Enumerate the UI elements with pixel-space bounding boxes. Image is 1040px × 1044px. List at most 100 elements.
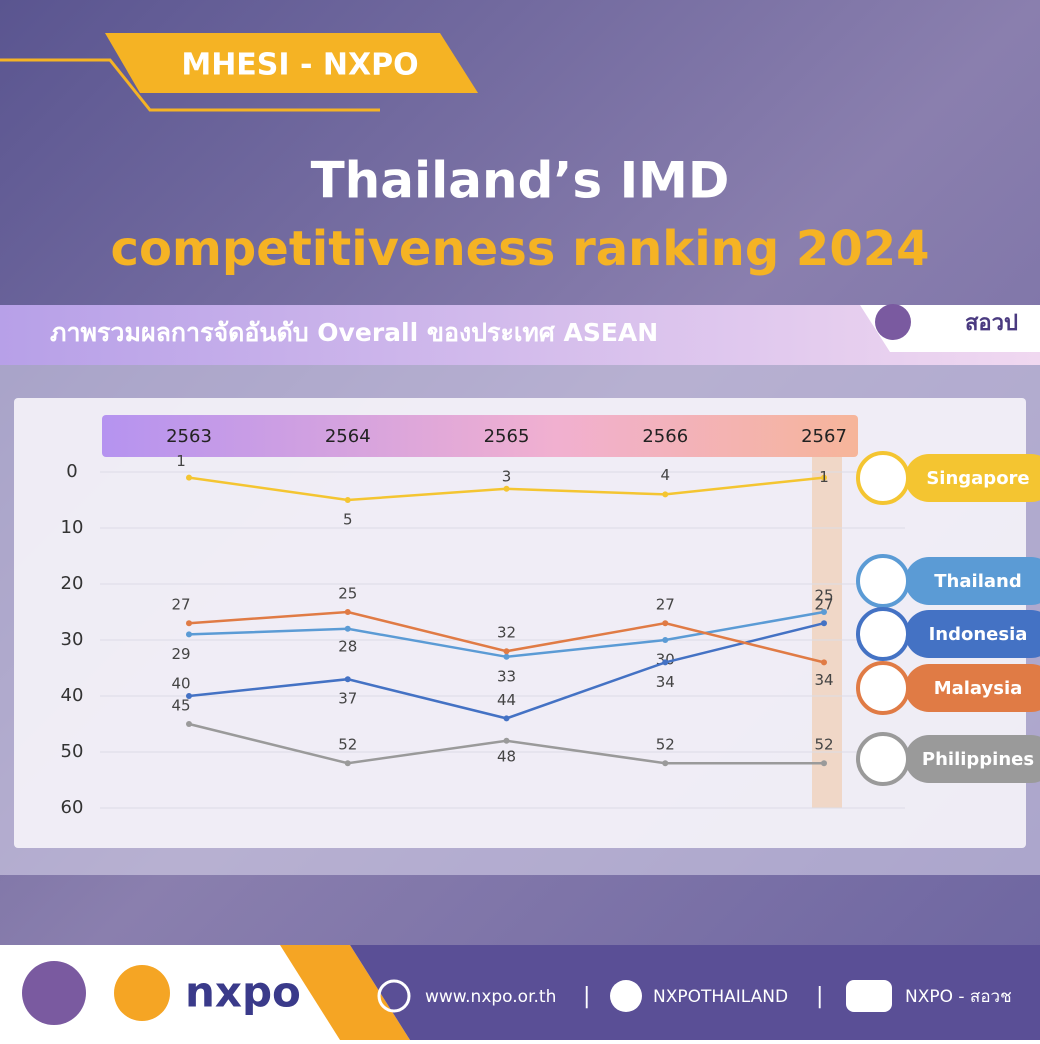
legend-pill	[905, 610, 1040, 658]
point	[186, 474, 192, 481]
value-label: 45	[171, 697, 190, 715]
point	[821, 474, 827, 481]
logo-emblem	[875, 304, 911, 340]
value-label: 48	[497, 747, 516, 765]
point	[503, 715, 510, 722]
title: Thailand’s IMD	[311, 152, 730, 210]
value-label: 29	[171, 645, 190, 663]
value-label: 33	[497, 667, 516, 685]
legend-flag	[856, 732, 910, 786]
x-tick-label: 2564	[325, 426, 371, 447]
point	[344, 760, 351, 767]
value-label: 5	[343, 511, 353, 529]
youtube[interactable]: NXPO - สอวช	[905, 987, 1012, 1007]
point	[662, 637, 669, 643]
point	[503, 653, 510, 660]
globe-icon	[377, 979, 411, 1013]
point	[821, 760, 827, 767]
tag: MHESI - NXPO	[181, 48, 418, 83]
value-label: 52	[656, 736, 675, 754]
footer-logo-mark	[114, 965, 170, 1021]
footer-band	[350, 945, 1040, 1040]
legend-flag	[856, 607, 910, 661]
legend-flag	[856, 554, 910, 608]
point	[662, 620, 669, 627]
y-tick-label: 50	[61, 741, 84, 762]
separator: |	[816, 984, 823, 1009]
facebook-icon	[610, 980, 642, 1012]
value-label: 4	[660, 466, 670, 484]
value-label: 52	[814, 736, 833, 754]
point	[662, 659, 669, 666]
youtube-icon	[846, 980, 892, 1012]
footer-emblem	[22, 961, 86, 1025]
value-label: 28	[338, 637, 357, 655]
value-label: 27	[171, 596, 190, 614]
value-label: 52	[338, 736, 357, 754]
y-tick-label: 0	[66, 461, 77, 482]
point	[186, 721, 192, 727]
y-tick-label: 30	[61, 629, 84, 650]
point	[821, 659, 827, 666]
legend-flag	[856, 451, 910, 505]
legend-label: Thailand	[934, 571, 1021, 592]
point	[662, 491, 669, 498]
point	[186, 620, 192, 627]
point	[503, 648, 510, 655]
legend-pill	[905, 454, 1040, 502]
value-label: 27	[814, 596, 833, 614]
year-bar	[102, 415, 858, 457]
y-tick-label: 40	[61, 685, 84, 706]
value-label: 3	[502, 467, 512, 485]
value-label: 34	[814, 671, 833, 689]
separator: |	[583, 984, 590, 1009]
footer-brand: nxpo	[185, 968, 301, 1017]
legend-pill	[905, 664, 1040, 712]
point	[821, 620, 827, 627]
value-label: 1	[819, 468, 829, 486]
point	[662, 760, 669, 767]
chart-panel	[14, 398, 1026, 848]
subtitle: ภาพรวมผลการจัดอันดับ Overall ของประเทศ A…	[50, 318, 658, 347]
value-label: 27	[656, 596, 675, 614]
value-label: 25	[338, 585, 357, 603]
value-label: 40	[171, 675, 190, 693]
legend-label: Malaysia	[934, 678, 1023, 699]
x-tick-label: 2565	[484, 426, 530, 447]
value-label: 34	[656, 673, 675, 691]
point	[503, 737, 510, 744]
point	[344, 625, 351, 632]
value-label: 32	[497, 624, 516, 642]
title-highlight: competitiveness ranking 2024	[110, 221, 929, 277]
legend-label: Philippines	[922, 749, 1034, 770]
legend-label: Singapore	[926, 468, 1029, 489]
deco-line	[0, 58, 380, 112]
point	[186, 693, 192, 699]
value-label: 1	[176, 452, 186, 470]
point	[503, 485, 510, 492]
footer-deco	[280, 945, 410, 1040]
point	[344, 676, 351, 683]
value-label: 44	[497, 691, 516, 709]
legend-pill	[905, 557, 1040, 605]
x-tick-label: 2563	[166, 426, 212, 447]
facebook[interactable]: NXPOTHAILAND	[653, 987, 788, 1007]
point	[186, 631, 192, 638]
y-tick-label: 10	[61, 517, 84, 538]
y-tick-label: 60	[61, 797, 84, 818]
x-tick-label: 2566	[642, 426, 688, 447]
legend-flag	[856, 661, 910, 715]
website[interactable]: www.nxpo.or.th	[425, 987, 556, 1007]
x-tick-label: 2567	[801, 426, 847, 447]
legend-pill	[905, 735, 1040, 783]
point	[344, 609, 351, 615]
point	[344, 497, 351, 503]
highlight-column	[812, 457, 842, 808]
point	[821, 609, 827, 615]
value-label: 37	[338, 690, 357, 708]
banner-logo: สอวป	[965, 311, 1018, 336]
tag-bg	[105, 33, 478, 93]
